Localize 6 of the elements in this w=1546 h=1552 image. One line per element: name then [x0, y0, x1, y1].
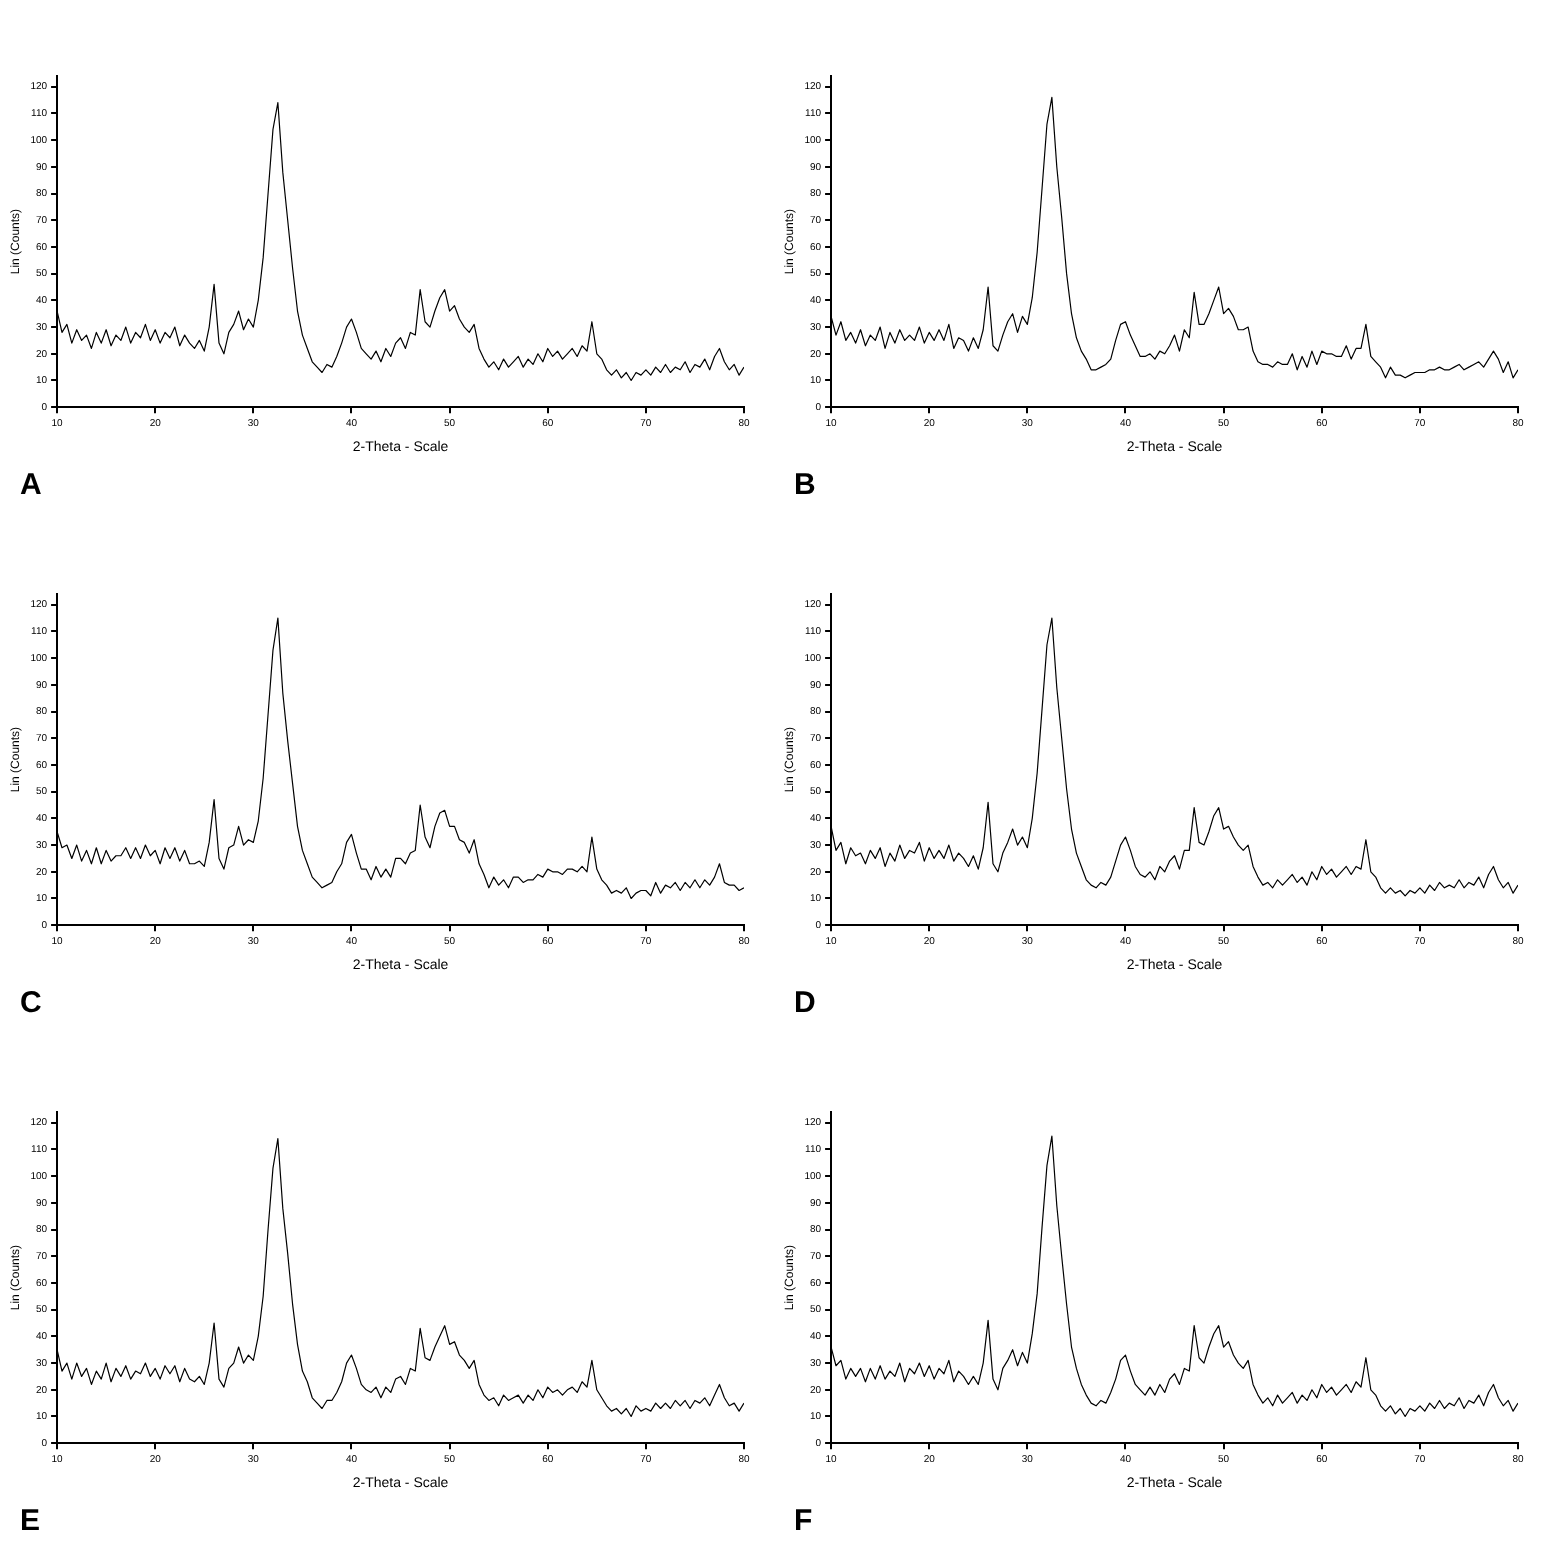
- text: D: [794, 986, 816, 1020]
- text: C: [20, 986, 42, 1020]
- text: A: [20, 468, 42, 502]
- text: B: [794, 468, 816, 502]
- text: E: [20, 1504, 41, 1538]
- text: F: [794, 1504, 813, 1538]
